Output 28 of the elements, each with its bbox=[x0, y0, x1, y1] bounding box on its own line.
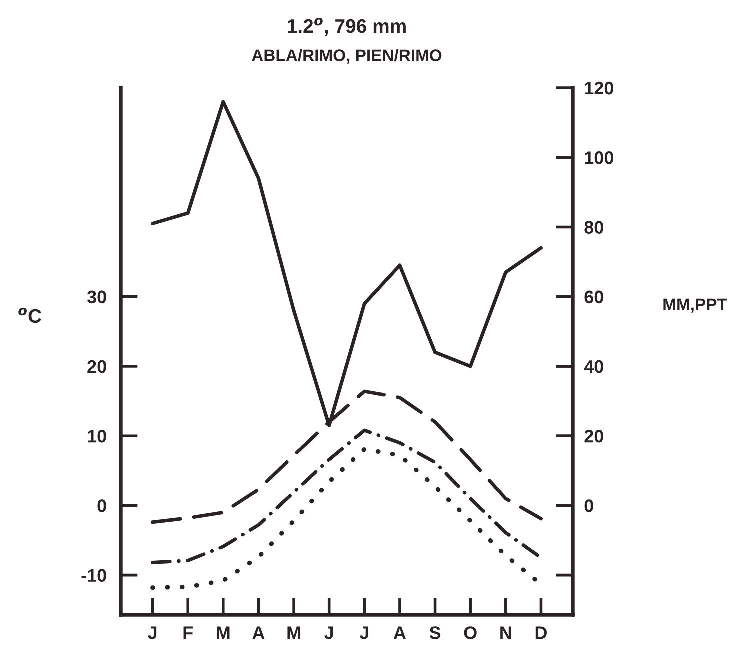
y2-tick-label: 40 bbox=[584, 360, 604, 374]
y2-tick-label: 80 bbox=[584, 221, 604, 234]
x-tick-label: S bbox=[430, 626, 441, 640]
x-tick-label: D bbox=[536, 626, 547, 640]
x-tick-label: O bbox=[464, 626, 477, 640]
y2-tick-label: 120 bbox=[585, 82, 614, 95]
y2-tick-label: 60 bbox=[584, 290, 604, 304]
y2-tick-label: 100 bbox=[585, 152, 614, 164]
x-tick-label: J bbox=[324, 626, 334, 640]
y-tick-label: 20 bbox=[88, 360, 106, 374]
y2-axis-title: MM,PPT bbox=[664, 298, 728, 313]
y-tick-label: 10 bbox=[88, 430, 106, 443]
y-tick-label: 30 bbox=[87, 290, 106, 304]
x-tick-label: J bbox=[360, 626, 368, 640]
x-tick-label: F bbox=[184, 626, 193, 640]
x-tick-label: M bbox=[288, 626, 300, 640]
y2-tick-label: 0 bbox=[584, 500, 594, 512]
chart-subtitle: ABLA/RIMO, PIEN/RIMO bbox=[252, 49, 442, 64]
x-tick-label: J bbox=[148, 626, 157, 640]
y-tick-label: -10 bbox=[82, 569, 106, 582]
x-tick-label: A bbox=[394, 626, 406, 640]
x-tick-label: N bbox=[500, 626, 512, 640]
y-axis-title: $^{o}$C bbox=[18, 308, 42, 324]
x-tick-label: A bbox=[252, 626, 265, 640]
y-tick-label: 0 bbox=[98, 500, 106, 512]
x-tick-label: M bbox=[217, 626, 230, 640]
chart-title: 1.2$^{o}$, 796 mm bbox=[288, 18, 406, 36]
y2-tick-label: 20 bbox=[584, 430, 604, 443]
